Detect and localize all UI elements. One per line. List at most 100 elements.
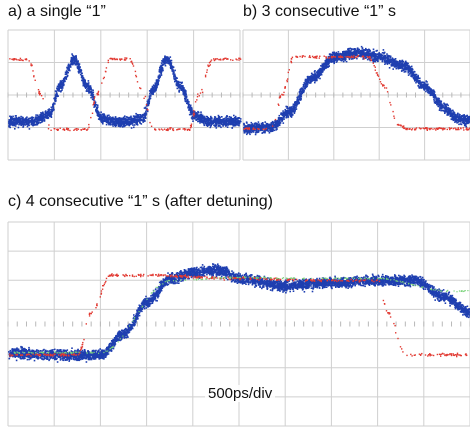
panel-b-point (316, 79, 318, 82)
panel-a-point (10, 120, 13, 122)
panel-a-point (49, 111, 52, 114)
panel-a-point (78, 69, 80, 72)
panel-a-point (58, 88, 60, 91)
panel-a-point (112, 123, 115, 125)
panel-a-point (144, 115, 146, 117)
panel-a-point (139, 118, 142, 121)
panel-a-point (166, 128, 168, 131)
panel-a-point (61, 89, 63, 91)
panel-a-point (57, 83, 60, 86)
panel-a-point (190, 106, 193, 109)
panel-b-point (375, 54, 377, 57)
panel-a-point (22, 123, 24, 126)
panel-a-point (167, 59, 169, 61)
panel-a-point (54, 94, 57, 96)
panel-a-point (50, 115, 52, 117)
panel-a-point (214, 121, 217, 123)
panel-a-point (93, 103, 95, 106)
panel-b-point (384, 63, 386, 65)
panel-a-point (77, 67, 80, 69)
panel-b-point (295, 108, 298, 110)
panel-a-point (24, 122, 26, 124)
panel-a-point (173, 75, 175, 77)
panel-a-point (180, 82, 183, 85)
panel-a-point (182, 85, 184, 87)
panel-b-point (295, 102, 297, 104)
panel-a-point (9, 58, 11, 60)
panel-a-point (36, 114, 39, 116)
panel-a-point (109, 118, 112, 120)
panel-a-point (188, 103, 190, 106)
panel-b-point (309, 76, 312, 78)
panel-a-point (195, 116, 197, 118)
panel-a-point (80, 69, 82, 72)
panel-b-point (329, 58, 332, 60)
panel-a-point (114, 118, 117, 121)
panel-b-point (441, 109, 444, 112)
panel-b-point (292, 108, 294, 111)
panel-a-point (140, 87, 142, 90)
panel-a-point (196, 115, 199, 117)
panel-a-point (210, 115, 212, 118)
panel-a-point (8, 125, 10, 128)
panel-b-point (347, 48, 349, 50)
panel-a-point (188, 101, 190, 103)
panel-a-point (80, 72, 83, 75)
panel-a-point (77, 63, 79, 65)
panel-a-point (224, 121, 227, 124)
panel-b-point (258, 126, 260, 129)
panel-a-point (141, 114, 143, 116)
panel-a-point (232, 59, 234, 61)
panel-a-point (184, 129, 186, 131)
panel-a-point (177, 80, 180, 83)
panel-b-point (320, 73, 322, 75)
panel-a-point (191, 112, 193, 115)
panel-a-point (69, 66, 72, 68)
panel-b-point (306, 85, 308, 88)
panel-a-point (96, 114, 99, 116)
panel-b-point (261, 127, 264, 129)
panel-a-point (81, 77, 84, 80)
panel-b-point (402, 69, 405, 71)
panel-a-point (145, 113, 148, 115)
panel-b-point (459, 123, 462, 125)
panel-a-point (218, 122, 221, 125)
panel-a-point (42, 114, 45, 116)
panel-b-point (392, 64, 395, 67)
panel-a-point (129, 58, 131, 60)
panel-a-point (216, 58, 219, 60)
panel-a-point (22, 121, 24, 124)
panel-b-point (312, 76, 314, 78)
panel-a-point (125, 116, 128, 118)
panel-a-point (166, 57, 169, 59)
panel-a-point (76, 61, 78, 64)
panel-a-point (75, 55, 77, 57)
panel-a-point (135, 123, 138, 126)
panel-a-point (117, 117, 120, 120)
panel-b-point (392, 63, 394, 66)
panel-b-point (317, 77, 320, 79)
panel-a-point (40, 115, 43, 118)
panel-a-point (149, 121, 151, 124)
panel-a-point (60, 90, 62, 92)
panel-a-point (17, 126, 20, 129)
panel-a-point (154, 128, 157, 131)
panel-b-point (443, 103, 445, 105)
panel-a-point (239, 58, 242, 60)
panel-a-point (142, 121, 144, 123)
panel-a-point (67, 129, 69, 131)
panel-b-point (360, 55, 362, 58)
panel-b-point (415, 81, 417, 84)
panel-b-point (273, 125, 275, 127)
panel-a-point (177, 81, 180, 84)
panel-b-point (333, 55, 336, 57)
panel-a-point (188, 106, 191, 109)
panel-a-point (71, 59, 74, 61)
panel-b-point (406, 68, 408, 71)
panel-a-point (226, 115, 228, 117)
panel-a-point (152, 84, 155, 86)
panel-a-point (236, 118, 238, 120)
panel-a-point (100, 120, 102, 123)
panel-a-point (90, 93, 93, 95)
panel-a-point (18, 59, 20, 61)
